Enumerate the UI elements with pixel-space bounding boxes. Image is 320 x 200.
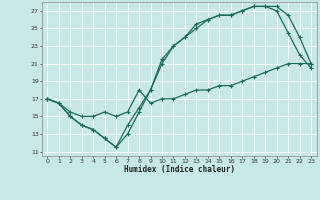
- X-axis label: Humidex (Indice chaleur): Humidex (Indice chaleur): [124, 165, 235, 174]
